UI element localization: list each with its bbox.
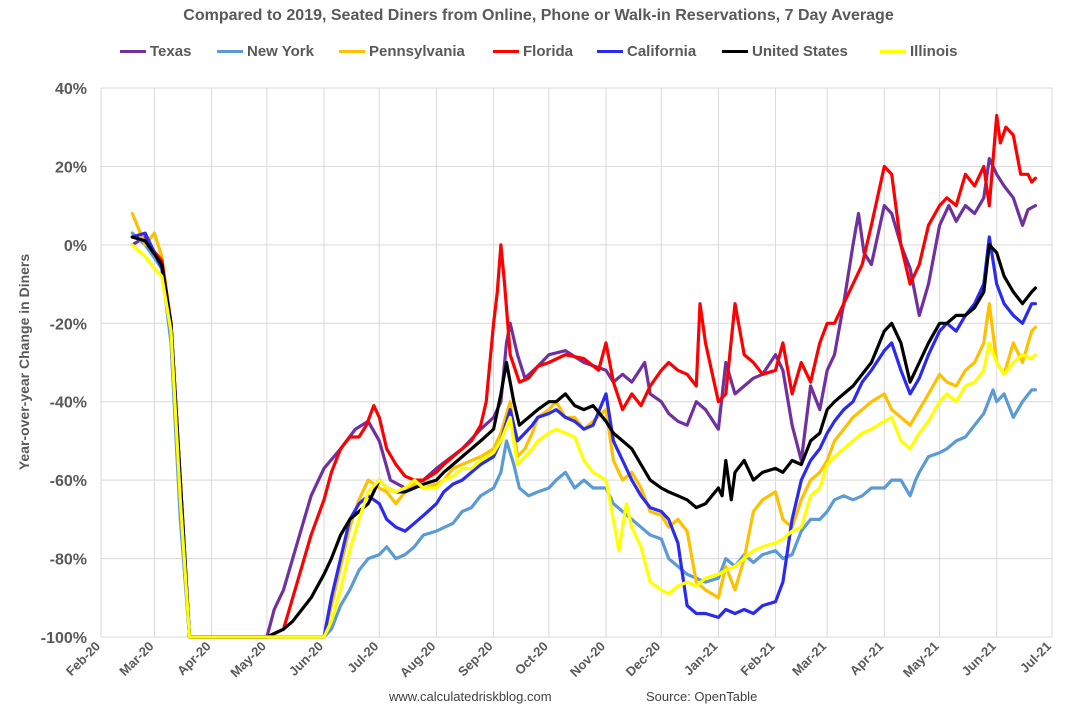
x-tick-label: Feb-21 (737, 639, 777, 679)
series-line-new-york (130, 231, 1037, 639)
legend-swatch (217, 50, 243, 53)
y-tick-label: -40% (50, 395, 87, 412)
grid-lines (100, 87, 1053, 638)
x-tick-label: Sep-20 (455, 639, 496, 680)
y-tick-label: 0% (64, 238, 87, 255)
legend-swatch (880, 50, 906, 53)
x-tick-label: May-20 (227, 639, 269, 681)
x-tick-label: Jul-20 (344, 639, 381, 676)
footer-source: Source: OpenTable (646, 689, 758, 704)
chart-legend: Texas New York Pennsylvania Florida Californ… (0, 43, 1077, 63)
series-line-illinois (130, 243, 1037, 639)
chart-title: Compared to 2019, Seated Diners from Onl… (183, 7, 894, 24)
x-tick-label: Apr-20 (174, 639, 214, 679)
y-tick-label: -80% (50, 552, 87, 569)
legend-label: Texas (150, 43, 192, 60)
x-tick-label: Aug-20 (397, 639, 439, 681)
y-axis-label: Year-over-year Change in Diners (16, 254, 32, 471)
legend-swatch (493, 50, 519, 53)
y-tick-label: -60% (50, 473, 87, 490)
legend-label: Pennsylvania (369, 43, 465, 60)
y-tick-label: -100% (41, 630, 87, 647)
legend-item-pennsylvania: Pennsylvania (339, 43, 465, 60)
x-tick-label: Jul-21 (1017, 639, 1054, 676)
series-line-florida (130, 113, 1037, 639)
x-tick-label: Jun-21 (959, 639, 999, 679)
legend-label: California (627, 43, 697, 60)
legend-item-california: California (597, 43, 696, 60)
legend-item-florida: Florida (493, 43, 573, 60)
x-tick-label: Dec-20 (623, 639, 664, 680)
y-tick-label: -20% (50, 316, 87, 333)
legend-label: Illinois (910, 43, 958, 60)
series-line-california (130, 231, 1037, 639)
legend-item-illinois: Illinois (880, 43, 958, 60)
x-tick-label: Jun-20 (286, 639, 326, 679)
legend-swatch (120, 50, 146, 53)
x-tick-labels: Feb-20 Mar-20 Apr-20 May-20 Jun-20 Jul-20 Aug-… (63, 639, 1054, 681)
x-tick-label: Jan-21 (681, 639, 721, 679)
legend-label: New York (247, 43, 314, 60)
legend-item-texas: Texas (120, 43, 191, 60)
legend-swatch (597, 50, 623, 53)
x-tick-label: Mar-21 (789, 639, 829, 679)
x-tick-label: Nov-20 (567, 639, 608, 680)
footer-url: www.calculatedriskblog.com (389, 689, 552, 704)
x-tick-label: Mar-20 (116, 639, 156, 679)
legend-item-new-york: New York (217, 43, 314, 60)
y-tick-label: 20% (55, 159, 87, 176)
legend-item-united-states: United States (722, 43, 848, 60)
x-tick-label: Oct-20 (512, 639, 551, 678)
series-line-united-states (130, 235, 1037, 639)
y-tick-labels: -100% -80% -60% -40% -20% 0% 20% 40% (41, 81, 87, 647)
series-line-pennsylvania (130, 211, 1037, 639)
legend-swatch (339, 50, 365, 53)
legend-label: United States (752, 43, 848, 60)
legend-swatch (722, 50, 748, 53)
series-lines (130, 113, 1037, 639)
x-tick-label: May-21 (900, 639, 942, 681)
x-tick-label: Apr-21 (847, 639, 887, 679)
legend-label: Florida (523, 43, 574, 60)
y-tick-label: 40% (55, 81, 87, 98)
